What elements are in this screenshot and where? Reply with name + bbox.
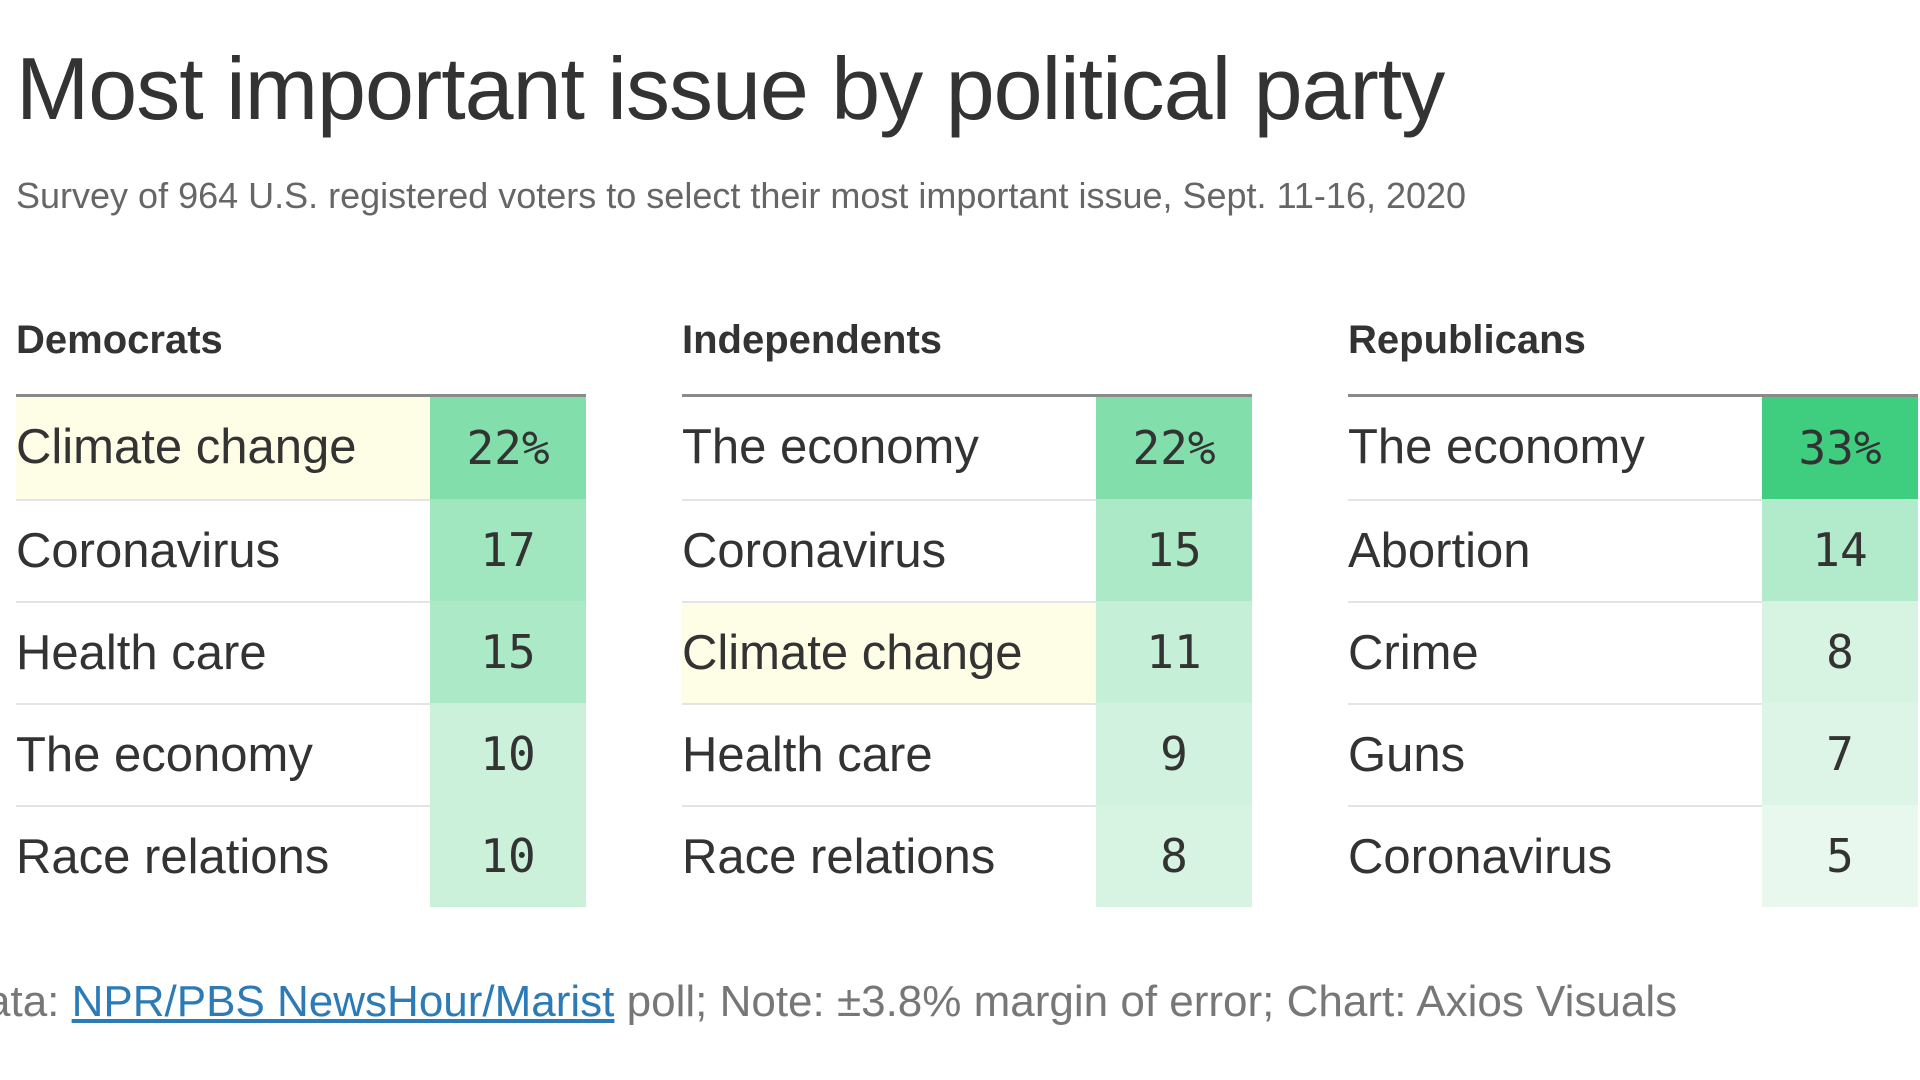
issue-value-cell: 7 [1762,703,1918,805]
issue-label: Race relations [682,805,1096,907]
issue-label: Health care [682,703,1096,805]
issue-value-cell: 10 [430,805,586,907]
table-row: Health care 15 [16,601,586,703]
issue-label: Climate change [16,397,430,499]
table-row: Health care 9 [682,703,1252,805]
issue-value-cell: 15 [1096,499,1252,601]
issue-label: Coronavirus [682,499,1096,601]
table-row: The economy 10 [16,703,586,805]
table-row: Coronavirus 15 [682,499,1252,601]
issue-label: Coronavirus [1348,805,1762,907]
table-row: Race relations 10 [16,805,586,907]
issue-label: The economy [16,703,430,805]
democrats-panel: Democrats Climate change 22% Coronavirus 17… [16,312,586,907]
issue-value-cell: 8 [1762,601,1918,703]
issue-value-cell: 11 [1096,601,1252,703]
table-row: Climate change 22% [16,397,586,499]
table-row: Guns 7 [1348,703,1918,805]
panel-heading: Democrats [16,318,223,362]
table-row: Climate change 11 [682,601,1252,703]
source-link[interactable]: NPR/PBS NewsHour/Marist [71,977,615,1026]
issue-label: Race relations [16,805,430,907]
panel-heading: Independents [682,318,943,362]
panel-heading: Republicans [1348,318,1586,362]
issue-table: The economy 33% Abortion 14 Crime 8 Guns 7 Coron… [1348,394,1918,907]
republicans-panel: Republicans The economy 33% Abortion 14 Crim… [1348,312,1918,907]
issue-label: Coronavirus [16,499,430,601]
issue-label: Abortion [1348,499,1762,601]
table-row: Race relations 8 [682,805,1252,907]
table-row: Coronavirus 5 [1348,805,1918,907]
issue-label: Climate change [682,601,1096,703]
table-row: Crime 8 [1348,601,1918,703]
footer-suffix: poll; Note: ±3.8% margin of error; Chart… [614,977,1678,1026]
issue-value-cell: 22% [430,397,586,499]
issue-value-cell: 8 [1096,805,1252,907]
issue-label: Crime [1348,601,1762,703]
issue-value-cell: 33% [1762,397,1918,499]
table-row: Coronavirus 17 [16,499,586,601]
issue-value-cell: 17 [430,499,586,601]
issue-table: The economy 22% Coronavirus 15 Climate chang… [682,394,1252,907]
issue-value-cell: 14 [1762,499,1918,601]
chart-title: Most important issue by political party [16,39,1445,138]
issue-value-cell: 15 [430,601,586,703]
issue-label: The economy [1348,420,1645,474]
issue-value-cell: 5 [1762,805,1918,907]
source-footer: ata: NPR/PBS NewsHour/Marist poll; Note:… [0,976,1677,1029]
issue-value-cell: 10 [430,703,586,805]
issue-label: The economy [682,420,979,474]
independents-panel: Independents The economy 22% Coronavirus 15… [682,312,1252,907]
issue-value-cell: 22% [1096,397,1252,499]
issue-table: Climate change 22% Coronavirus 17 Health car… [16,394,586,907]
issue-label: Guns [1348,703,1762,805]
table-row: The economy 33% [1348,397,1918,499]
footer-prefix: ata: [0,977,60,1026]
issue-label: Health care [16,601,430,703]
issue-value-cell: 9 [1096,703,1252,805]
table-row: The economy 22% [682,397,1252,499]
chart-subtitle: Survey of 964 U.S. registered voters to … [16,175,1467,216]
table-row: Abortion 14 [1348,499,1918,601]
